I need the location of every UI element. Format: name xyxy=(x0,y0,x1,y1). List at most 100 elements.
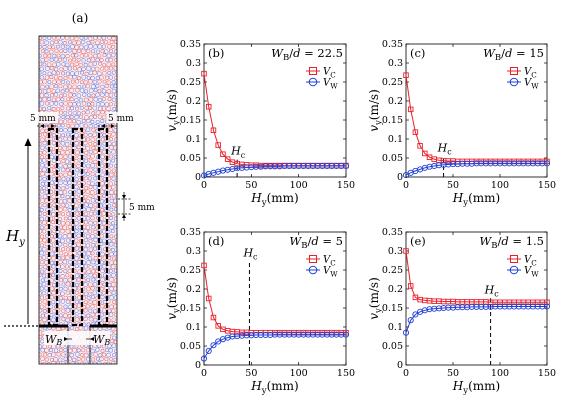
grain xyxy=(49,101,54,106)
grain xyxy=(39,243,44,248)
grain xyxy=(80,353,84,357)
grain xyxy=(60,36,65,40)
grain xyxy=(74,255,79,261)
grain xyxy=(91,295,95,299)
grain xyxy=(90,348,95,354)
grain xyxy=(88,299,93,304)
x-axis-label: Hy(mm) xyxy=(250,379,298,396)
grain xyxy=(39,216,45,222)
grain xyxy=(98,61,102,66)
grain xyxy=(60,106,65,110)
grain xyxy=(83,291,89,297)
grain xyxy=(39,295,44,300)
grain xyxy=(72,92,77,97)
schematic-panel: (a) 5 mm 5 mm 5 mm xyxy=(4,11,155,365)
x-tick-label: 150 xyxy=(337,180,355,191)
grain xyxy=(81,357,86,362)
grain xyxy=(83,194,88,199)
grain xyxy=(44,75,50,80)
grain xyxy=(51,290,57,296)
data-point xyxy=(407,283,414,289)
grain xyxy=(63,41,67,45)
grain xyxy=(65,44,70,49)
grain xyxy=(58,357,63,362)
grain xyxy=(70,62,74,67)
grain xyxy=(47,124,51,128)
panel-label: (b) xyxy=(208,46,224,60)
annotation-wb-d: WB/d = 15 xyxy=(483,46,544,63)
grain xyxy=(67,313,72,318)
grain xyxy=(100,277,105,282)
y-tick-label: 0.2 xyxy=(388,284,403,295)
grain xyxy=(104,84,109,89)
grain xyxy=(66,211,71,216)
grain xyxy=(52,53,57,59)
grain xyxy=(56,361,60,364)
grain xyxy=(78,62,83,68)
grain xyxy=(100,49,105,54)
grain xyxy=(65,247,70,252)
x-tick: 0 xyxy=(403,232,409,379)
grain xyxy=(39,150,43,155)
grain xyxy=(51,255,56,261)
y-tick: 0.15 xyxy=(382,115,547,126)
grain xyxy=(57,242,63,247)
grain xyxy=(39,89,43,94)
grain xyxy=(60,167,66,173)
grain xyxy=(102,53,107,58)
grain xyxy=(86,260,91,265)
grain xyxy=(70,44,75,50)
data-point xyxy=(487,160,494,167)
grain xyxy=(39,203,43,208)
grain xyxy=(81,137,87,142)
grain xyxy=(113,304,117,309)
y-tick: 0.1 xyxy=(388,322,547,333)
grain xyxy=(80,49,86,54)
grain xyxy=(92,70,97,76)
data-point xyxy=(309,331,316,338)
grain xyxy=(106,299,111,304)
grain xyxy=(88,203,94,208)
grain xyxy=(83,317,88,322)
grain xyxy=(42,220,47,225)
grain xyxy=(106,352,111,358)
grain xyxy=(39,344,43,349)
grain xyxy=(49,260,54,265)
grain xyxy=(39,106,42,111)
grain xyxy=(83,264,88,269)
grain xyxy=(100,119,105,124)
grain xyxy=(79,80,84,85)
data-point xyxy=(402,172,410,179)
dim-5mm-right: 5 mm xyxy=(108,114,134,124)
grain xyxy=(39,304,45,310)
y-tick-label: 0.2 xyxy=(186,96,201,107)
grain xyxy=(111,168,116,173)
grain xyxy=(49,164,54,169)
data-point xyxy=(281,162,288,170)
grain xyxy=(91,269,96,274)
data-point xyxy=(276,331,283,338)
grain xyxy=(114,137,117,142)
grain xyxy=(108,348,114,353)
data-point xyxy=(262,163,269,170)
data-point xyxy=(295,162,302,170)
grain xyxy=(67,207,72,213)
grain xyxy=(83,282,88,287)
axes-frame xyxy=(405,231,548,366)
grain xyxy=(81,58,86,63)
data-point xyxy=(324,331,331,338)
grain xyxy=(42,273,47,278)
grain xyxy=(60,89,65,94)
grain xyxy=(72,101,77,107)
data-point xyxy=(468,303,475,310)
grain xyxy=(100,294,105,300)
grain xyxy=(110,360,116,364)
grain xyxy=(74,246,79,251)
grain xyxy=(99,75,104,80)
data-point xyxy=(515,303,522,310)
data-point xyxy=(295,331,302,338)
data-point xyxy=(342,162,350,170)
grain xyxy=(114,181,117,186)
grain xyxy=(83,89,89,94)
grain xyxy=(39,84,45,90)
